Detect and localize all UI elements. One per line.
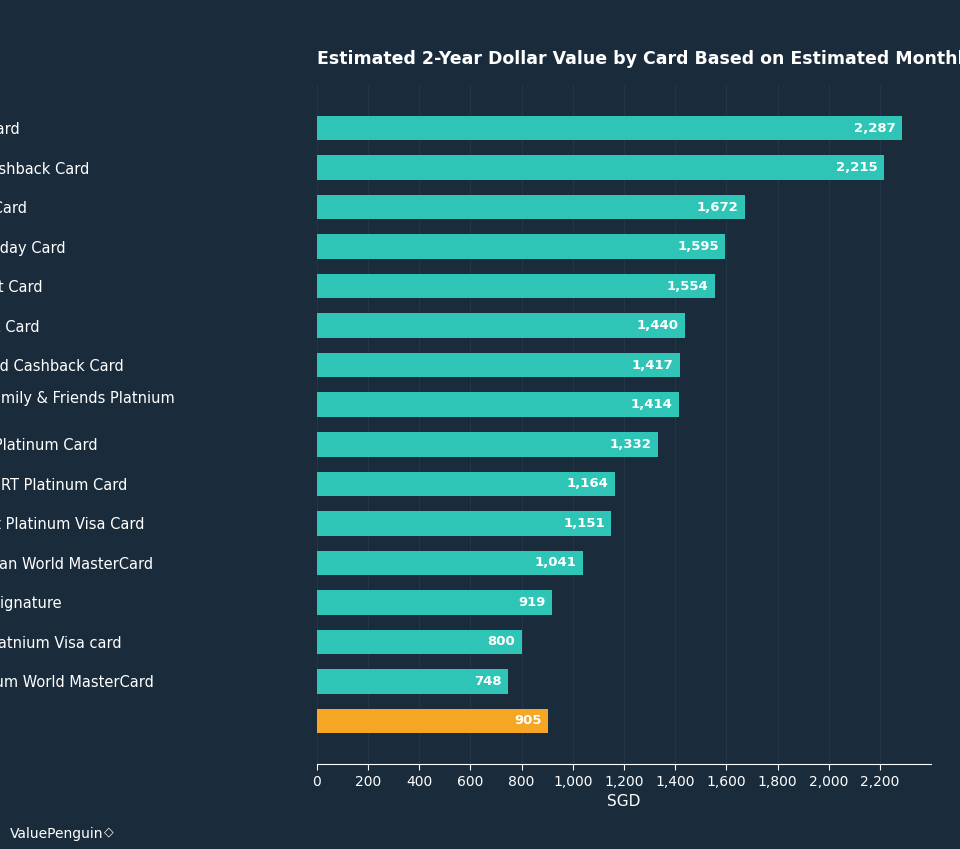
Text: 1,417: 1,417 [632, 359, 673, 372]
X-axis label: SGD: SGD [608, 794, 640, 809]
Bar [317, 353, 680, 378]
Text: 800: 800 [488, 635, 516, 649]
Bar [317, 274, 714, 298]
Bar [317, 194, 745, 219]
Text: 1,164: 1,164 [566, 477, 609, 490]
Text: 2,215: 2,215 [836, 161, 877, 174]
Bar [317, 392, 679, 417]
Bar [317, 234, 725, 259]
Bar [317, 313, 685, 338]
Text: 1,672: 1,672 [697, 200, 738, 214]
Text: Estimated 2-Year Dollar Value by Card Based on Estimated Monthly Spend of an Ave: Estimated 2-Year Dollar Value by Card Ba… [317, 50, 960, 68]
Text: 748: 748 [474, 675, 502, 688]
Text: 919: 919 [518, 596, 545, 609]
Text: 1,332: 1,332 [610, 438, 652, 451]
Text: 1,595: 1,595 [677, 240, 719, 253]
Text: 1,414: 1,414 [631, 398, 672, 411]
Bar [317, 511, 612, 536]
Text: ValuePenguin: ValuePenguin [10, 827, 103, 841]
Text: 1,554: 1,554 [666, 279, 708, 293]
Bar [317, 590, 552, 615]
Bar [317, 709, 548, 734]
Bar [317, 630, 521, 655]
Bar [317, 155, 884, 180]
Text: 2,287: 2,287 [854, 121, 896, 134]
Bar [317, 471, 614, 496]
Text: 1,151: 1,151 [564, 517, 605, 530]
Text: 1,041: 1,041 [535, 556, 577, 570]
Text: 905: 905 [515, 715, 542, 728]
Bar [317, 432, 658, 457]
Bar [317, 551, 584, 575]
Bar [317, 115, 902, 140]
Text: 1,440: 1,440 [637, 319, 679, 332]
Bar [317, 669, 508, 694]
Text: ◇: ◇ [104, 825, 113, 838]
